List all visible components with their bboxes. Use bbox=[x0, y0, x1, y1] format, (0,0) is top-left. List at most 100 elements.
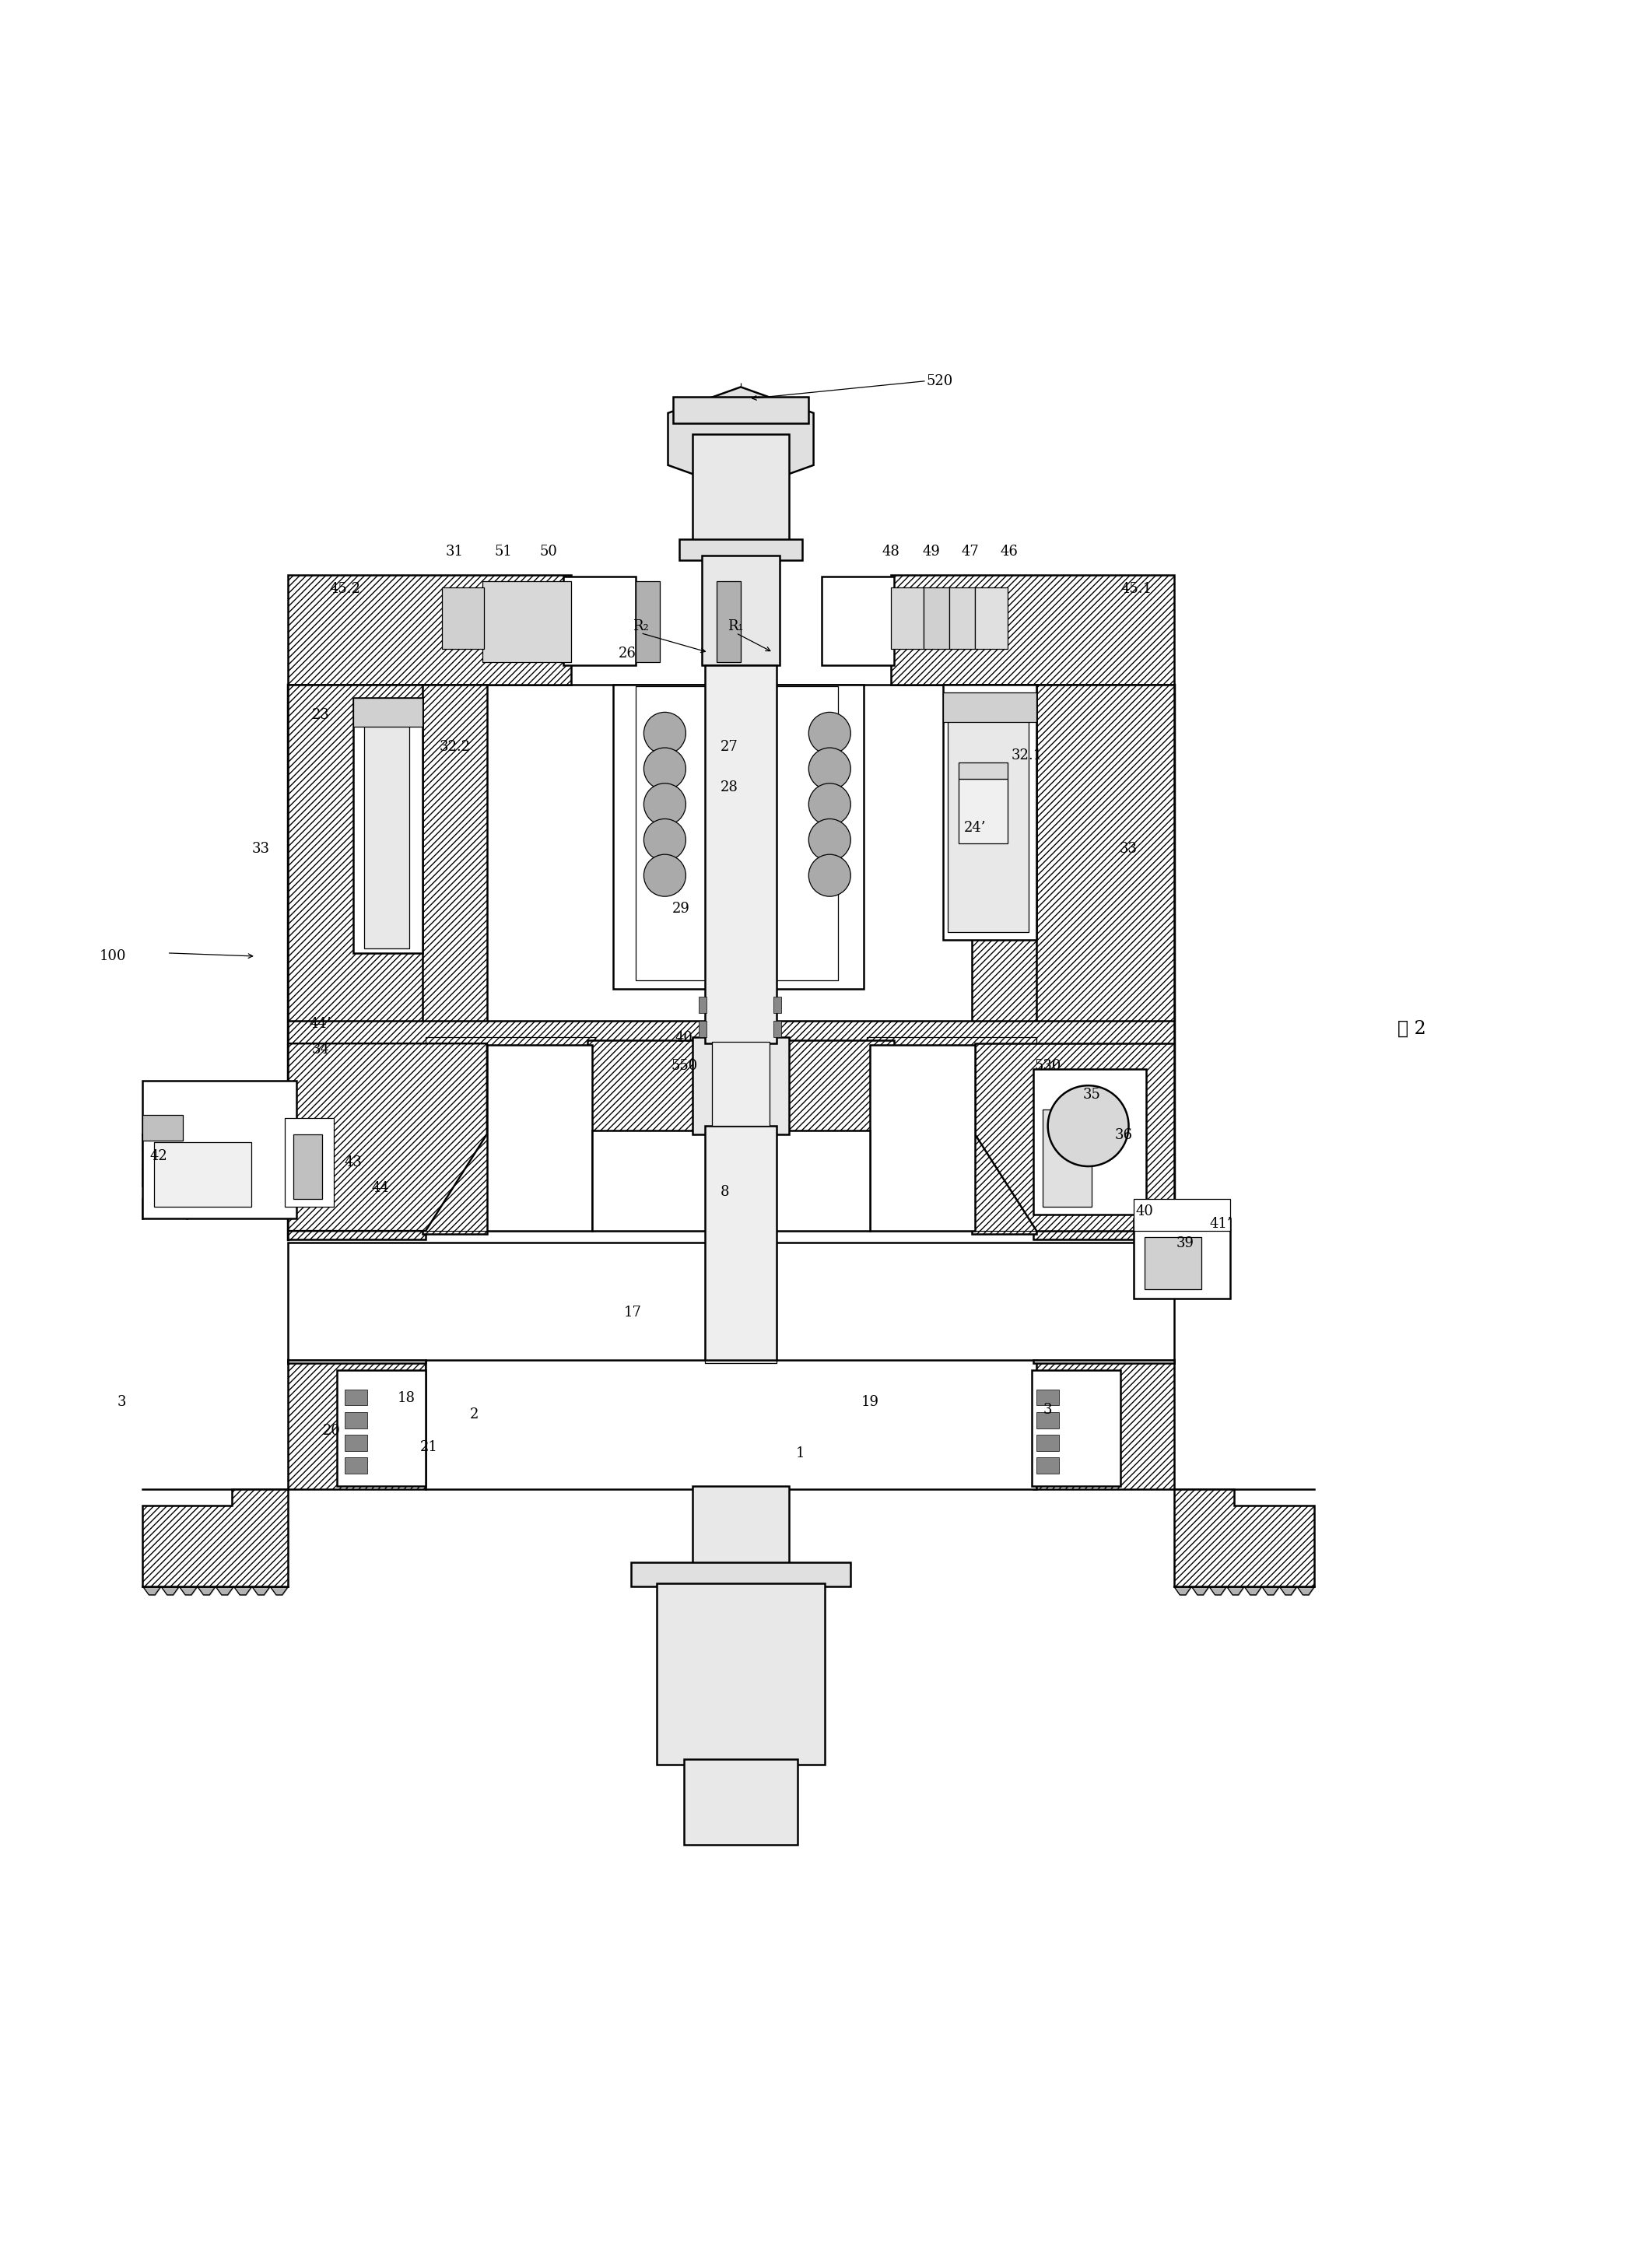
Text: 41’: 41’ bbox=[1209, 1218, 1232, 1232]
Polygon shape bbox=[867, 1036, 1036, 1232]
Polygon shape bbox=[426, 1036, 595, 1232]
Bar bbox=[942, 692, 1036, 721]
Text: 3: 3 bbox=[1043, 1404, 1053, 1418]
Bar bbox=[1134, 1218, 1230, 1300]
Polygon shape bbox=[1033, 1046, 1175, 1238]
Bar bbox=[680, 540, 802, 560]
Text: 46: 46 bbox=[1001, 544, 1019, 558]
Bar bbox=[288, 1243, 1175, 1363]
Bar bbox=[1145, 1238, 1201, 1288]
Bar bbox=[971, 685, 1036, 1046]
Text: 550: 550 bbox=[670, 1059, 698, 1073]
Bar bbox=[691, 1486, 789, 1569]
Bar bbox=[704, 1243, 776, 1363]
Bar bbox=[143, 1080, 296, 1218]
Text: 48: 48 bbox=[882, 544, 900, 558]
Bar bbox=[716, 581, 740, 662]
Text: 29: 29 bbox=[672, 903, 690, 916]
Bar bbox=[1036, 1390, 1059, 1406]
Bar bbox=[613, 685, 864, 989]
Text: 40: 40 bbox=[675, 1032, 693, 1046]
Bar bbox=[143, 1114, 184, 1141]
Circle shape bbox=[809, 782, 851, 826]
Text: 100: 100 bbox=[99, 950, 125, 964]
Bar bbox=[1043, 1109, 1092, 1207]
Bar bbox=[288, 1021, 1175, 1050]
Circle shape bbox=[809, 712, 851, 755]
Text: 囲 2: 囲 2 bbox=[1398, 1021, 1425, 1039]
Text: R₁: R₁ bbox=[727, 619, 744, 633]
Bar bbox=[1033, 1361, 1175, 1490]
Polygon shape bbox=[669, 388, 814, 492]
Bar bbox=[1036, 1458, 1059, 1474]
Circle shape bbox=[809, 855, 851, 896]
Bar bbox=[587, 1041, 895, 1134]
Text: 51: 51 bbox=[495, 544, 513, 558]
Text: 47: 47 bbox=[962, 544, 979, 558]
Text: 45.1: 45.1 bbox=[1121, 583, 1152, 596]
Text: 49: 49 bbox=[923, 544, 940, 558]
Text: 19: 19 bbox=[861, 1395, 879, 1408]
Text: 2: 2 bbox=[470, 1408, 478, 1422]
Bar bbox=[685, 1760, 797, 1846]
Circle shape bbox=[644, 855, 687, 896]
Bar bbox=[426, 1361, 1036, 1490]
Bar bbox=[353, 699, 423, 726]
Bar bbox=[971, 1043, 1036, 1234]
Circle shape bbox=[809, 748, 851, 789]
Text: 24’: 24’ bbox=[963, 821, 986, 835]
Text: 34: 34 bbox=[312, 1043, 329, 1057]
Polygon shape bbox=[1175, 1490, 1315, 1588]
Text: 530: 530 bbox=[1035, 1059, 1061, 1073]
Bar bbox=[155, 1143, 251, 1207]
Text: 27: 27 bbox=[721, 739, 739, 755]
Bar bbox=[704, 665, 776, 1043]
Text: 18: 18 bbox=[397, 1393, 415, 1406]
Bar bbox=[892, 587, 924, 649]
Bar bbox=[892, 574, 1175, 685]
Text: 44: 44 bbox=[371, 1182, 389, 1195]
Bar bbox=[870, 1046, 975, 1232]
Text: R₂: R₂ bbox=[633, 619, 649, 633]
Text: 36: 36 bbox=[1114, 1127, 1132, 1143]
Bar bbox=[345, 1390, 368, 1406]
Text: 20: 20 bbox=[324, 1424, 340, 1438]
Bar bbox=[773, 1021, 781, 1036]
Circle shape bbox=[809, 819, 851, 862]
Bar bbox=[1036, 1436, 1059, 1452]
Bar bbox=[698, 996, 706, 1014]
Bar bbox=[364, 714, 410, 948]
Bar bbox=[288, 574, 571, 685]
Text: 39: 39 bbox=[1176, 1236, 1194, 1250]
Bar bbox=[288, 685, 426, 1050]
Text: 26: 26 bbox=[618, 646, 636, 660]
Bar bbox=[1036, 1413, 1059, 1429]
Bar bbox=[293, 1134, 322, 1200]
Polygon shape bbox=[288, 1046, 426, 1238]
Bar bbox=[288, 1361, 426, 1363]
Bar bbox=[691, 1036, 789, 1134]
Bar bbox=[636, 687, 838, 980]
Bar bbox=[1033, 685, 1175, 1050]
Bar bbox=[704, 1125, 776, 1361]
Text: 28: 28 bbox=[721, 780, 739, 794]
Polygon shape bbox=[975, 1043, 1175, 1232]
Bar bbox=[563, 576, 636, 665]
Bar bbox=[773, 996, 781, 1014]
Polygon shape bbox=[288, 1043, 486, 1232]
Bar bbox=[482, 581, 571, 662]
Bar bbox=[592, 1132, 870, 1232]
Text: 33: 33 bbox=[1119, 841, 1137, 855]
Bar bbox=[657, 1583, 825, 1765]
Bar bbox=[701, 556, 779, 665]
Text: 520: 520 bbox=[927, 374, 953, 388]
Bar bbox=[337, 1370, 426, 1486]
Bar bbox=[949, 587, 975, 649]
Bar bbox=[288, 1361, 426, 1490]
Text: 45.2: 45.2 bbox=[329, 583, 360, 596]
Text: 31: 31 bbox=[446, 544, 464, 558]
Bar bbox=[423, 1043, 486, 1234]
Text: 8: 8 bbox=[721, 1184, 729, 1200]
Circle shape bbox=[644, 819, 687, 862]
Bar bbox=[958, 778, 1007, 844]
